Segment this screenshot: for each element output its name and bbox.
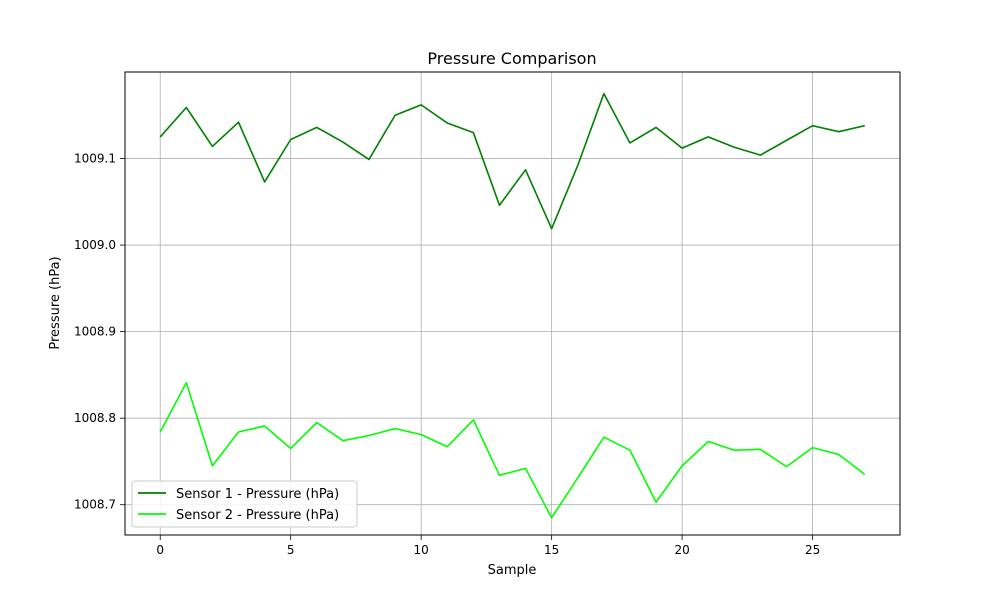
x-axis-label: Sample xyxy=(488,563,537,578)
legend-entry: Sensor 2 - Pressure (hPa) xyxy=(176,508,339,523)
x-tick-label: 5 xyxy=(287,543,295,557)
y-tick-label: 1008.8 xyxy=(74,411,116,425)
y-tick-label: 1009.1 xyxy=(74,152,116,166)
series-lines xyxy=(159,92,866,519)
y-axis-label: Pressure (hPa) xyxy=(48,256,63,349)
series-line-sensor-2 xyxy=(159,381,866,519)
x-axis-ticks: 0 5 10 15 20 25 xyxy=(156,535,820,557)
series-line-sensor-1 xyxy=(159,92,865,230)
x-tick-label: 20 xyxy=(674,543,689,557)
legend-entry: Sensor 1 - Pressure (hPa) xyxy=(176,487,339,502)
y-tick-label: 1009.0 xyxy=(74,238,116,252)
x-tick-label: 10 xyxy=(414,543,429,557)
plot-frame xyxy=(124,71,901,536)
legend-box xyxy=(131,480,358,528)
x-tick-label: 15 xyxy=(544,543,559,557)
y-tick-label: 1008.9 xyxy=(74,325,116,339)
y-axis-ticks: 1008.7 1008.8 1008.9 1009.0 1009.1 xyxy=(74,152,125,512)
x-tick-label: 0 xyxy=(156,543,164,557)
chart-title: Pressure Comparison xyxy=(427,49,596,68)
legend: Sensor 1 - Pressure (hPa) Sensor 2 - Pres… xyxy=(131,480,358,528)
y-tick-label: 1008.7 xyxy=(74,498,116,512)
x-tick-label: 25 xyxy=(805,543,820,557)
